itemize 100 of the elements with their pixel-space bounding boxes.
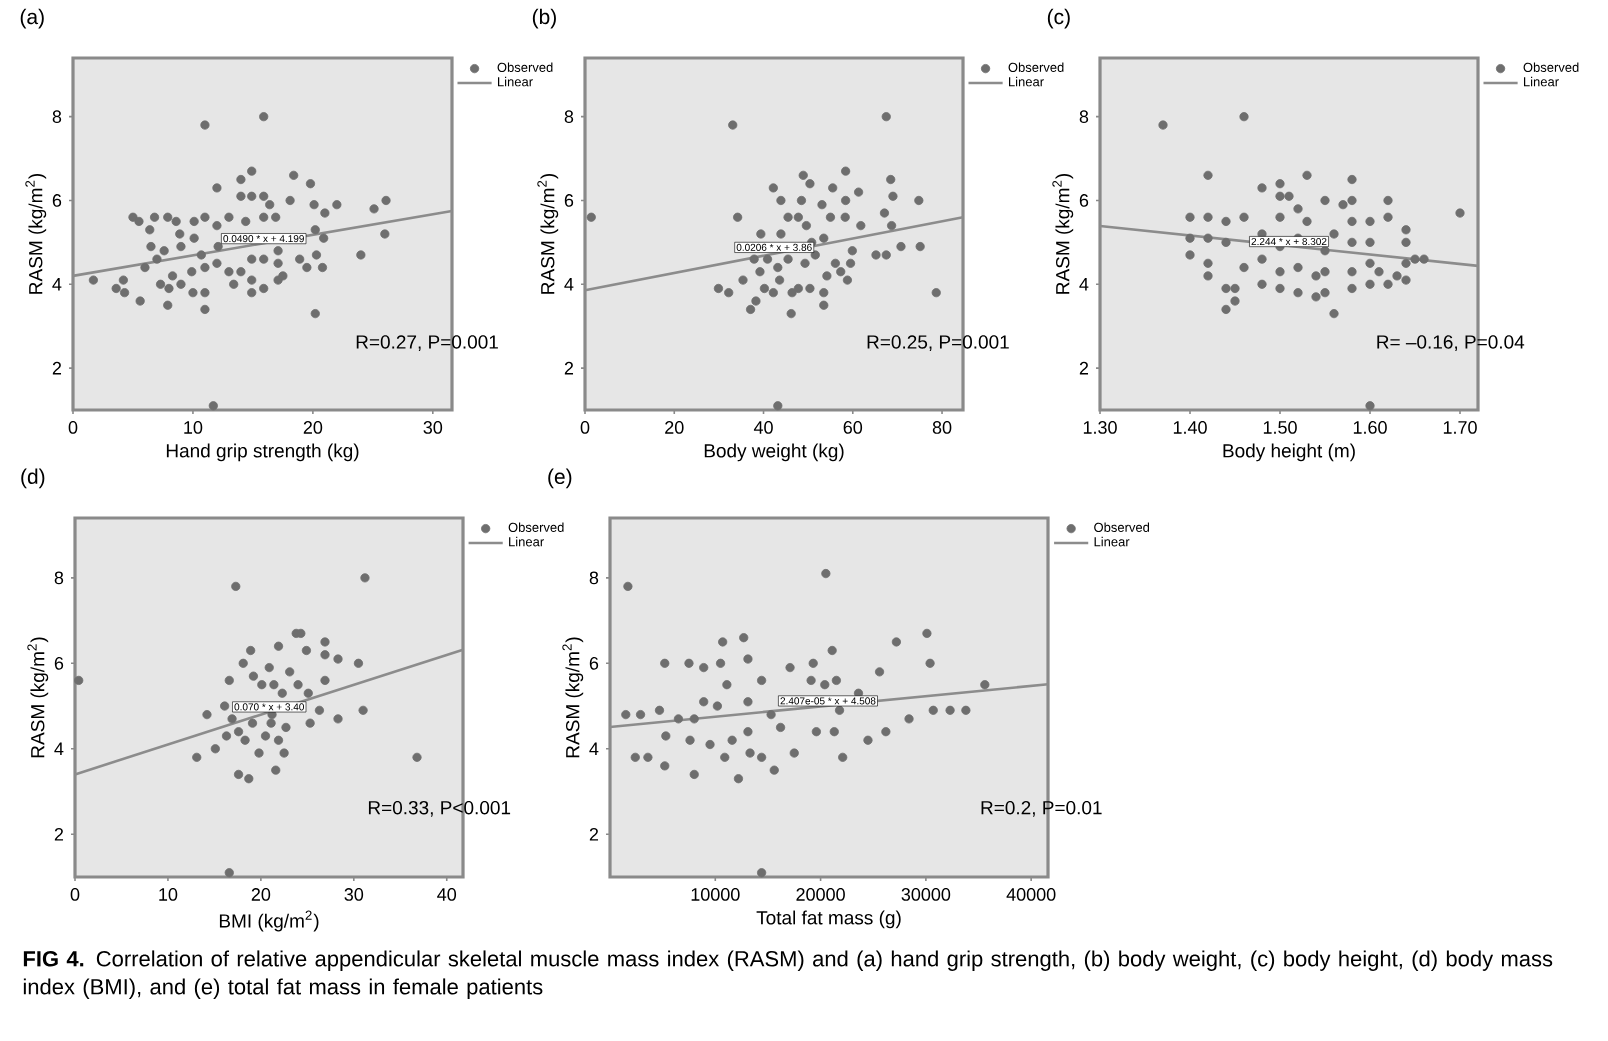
x-tick-label: 1.70 — [1443, 421, 1477, 434]
point — [320, 637, 330, 647]
point — [224, 675, 234, 686]
point — [874, 667, 885, 677]
x-tick-label: 1.30 — [1083, 421, 1117, 434]
point — [221, 731, 232, 741]
point — [260, 731, 271, 741]
point — [863, 735, 873, 745]
point — [246, 645, 256, 656]
point — [74, 675, 84, 686]
chart-title: (e) — [548, 468, 572, 489]
point — [829, 727, 839, 737]
point — [789, 748, 799, 758]
point — [248, 671, 259, 681]
annotation: R=0.27, P=0.001 — [356, 335, 498, 351]
y-tick-label: 4 — [1079, 278, 1089, 291]
point — [320, 650, 330, 660]
point — [660, 658, 670, 668]
point — [240, 735, 250, 745]
point — [775, 722, 786, 733]
point — [257, 680, 267, 690]
point — [360, 573, 370, 583]
y-tick-label: 2 — [564, 361, 574, 375]
point — [766, 710, 776, 720]
point — [643, 752, 653, 762]
y-tick-label: 2 — [1079, 361, 1089, 375]
point — [743, 727, 753, 737]
chart-title: (d) — [21, 468, 45, 489]
point — [928, 705, 938, 715]
point — [689, 769, 699, 780]
point — [247, 718, 258, 728]
point — [202, 710, 212, 720]
point — [699, 697, 709, 707]
y-axis-title: RASM (kg/m$^{2}$) — [1052, 173, 1074, 294]
point — [980, 680, 990, 690]
y-tick-label: 2 — [54, 827, 64, 841]
y-tick-label: 6 — [589, 656, 599, 670]
point — [891, 637, 901, 647]
point — [720, 752, 730, 762]
legend-label: Linear — [509, 536, 544, 547]
point — [303, 688, 313, 698]
point — [285, 667, 295, 677]
annotation: 0.070 * x + 3.40 — [234, 703, 305, 711]
legend-label: Linear — [1009, 76, 1044, 87]
point — [254, 748, 264, 758]
x-tick-label: 30 — [344, 888, 364, 901]
x-axis-title: BMI (kg/m$^{2}$) — [219, 910, 319, 932]
y-axis-title: RASM (kg/m$^{2}$) — [25, 173, 47, 294]
point — [630, 752, 640, 762]
point — [623, 581, 633, 591]
x-axis-title: Body weight (kg) — [704, 443, 844, 462]
annotation: R=0.33, P<0.001 — [368, 800, 511, 817]
legend-label: Observed — [497, 62, 553, 72]
point — [769, 765, 779, 775]
point — [831, 675, 841, 686]
point — [743, 654, 753, 664]
point — [733, 774, 744, 784]
x-tick-label: 30 — [423, 421, 443, 434]
annotation: 0.0490 * x + 4.199 — [223, 235, 304, 243]
x-tick-label: 20 — [251, 888, 271, 901]
x-tick-label: 40000 — [1006, 888, 1056, 901]
annotation: R=0.25, P=0.001 — [867, 335, 1009, 351]
point — [757, 675, 767, 686]
chart-title: (a) — [20, 8, 44, 29]
point — [635, 710, 646, 720]
point — [727, 735, 737, 745]
y-tick-label: 6 — [564, 194, 574, 207]
annotation: 2.244 * x + 8.302 — [1251, 237, 1327, 246]
y-tick-label: 4 — [564, 278, 574, 291]
point — [881, 727, 891, 737]
point — [238, 658, 248, 668]
point — [231, 581, 241, 591]
y-tick-label: 8 — [1079, 110, 1089, 124]
x-tick-label: 20000 — [796, 888, 845, 901]
point — [314, 705, 325, 715]
x-tick-label: 20 — [303, 421, 323, 434]
point — [785, 662, 795, 673]
point — [273, 735, 284, 745]
legend-label: Observed — [508, 522, 564, 532]
point — [358, 705, 368, 715]
point — [333, 714, 343, 724]
point — [715, 658, 726, 668]
x-tick-label: 40 — [437, 888, 457, 901]
point — [266, 718, 276, 728]
y-tick-label: 8 — [52, 110, 62, 124]
point — [281, 722, 291, 733]
point — [757, 752, 767, 762]
y-tick-label: 8 — [54, 571, 64, 585]
legend-label: Linear — [1094, 536, 1130, 547]
point — [922, 628, 932, 638]
point — [808, 658, 818, 668]
point — [353, 658, 364, 668]
x-tick-label: 0 — [70, 888, 80, 901]
x-tick-label: 20 — [665, 421, 684, 434]
point — [277, 688, 287, 698]
y-tick-label: 6 — [54, 656, 64, 670]
x-tick-label: 1.60 — [1353, 421, 1387, 434]
point — [961, 705, 971, 715]
point — [904, 714, 914, 724]
point — [820, 680, 830, 690]
